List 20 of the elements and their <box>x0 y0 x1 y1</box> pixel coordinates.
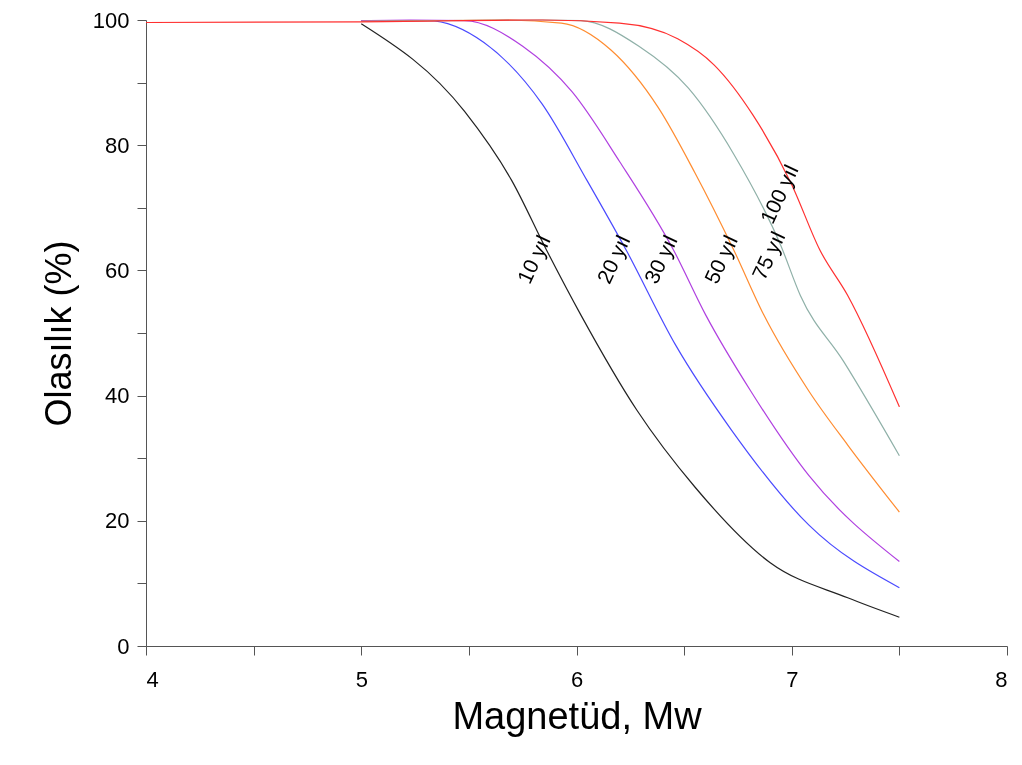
x-axis-title: Magnetüd, Mw <box>452 694 703 737</box>
y-tick-label: 20 <box>105 508 130 534</box>
text: 20 yıl <box>592 231 635 287</box>
x-tick-label: 8 <box>995 666 1008 692</box>
text: 30 yıl <box>639 231 682 287</box>
y-axis-title: Olasılık (%) <box>37 240 79 427</box>
y-tick-label: 80 <box>105 132 130 158</box>
y-tick-label: 100 <box>92 7 130 33</box>
y-tick-label: 0 <box>117 633 130 659</box>
x-tick-label: 4 <box>146 666 159 692</box>
line-series <box>145 19 900 408</box>
text: 75 yıl <box>747 227 790 284</box>
y-tick-label: 60 <box>105 257 130 283</box>
text: 50 yıl <box>699 231 742 287</box>
x-tick-label: 6 <box>570 666 584 692</box>
x-tick-label: 7 <box>786 666 799 692</box>
text: 10 yıl <box>512 231 555 287</box>
y-tick-label: 40 <box>105 383 130 409</box>
text: 100 yıl <box>755 161 803 228</box>
x-tick-label: 5 <box>355 666 368 692</box>
